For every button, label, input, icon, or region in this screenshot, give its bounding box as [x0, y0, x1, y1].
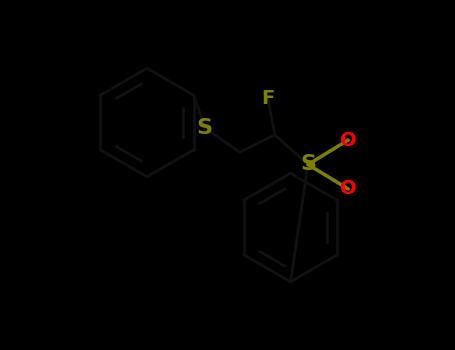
Text: O: O [340, 180, 357, 198]
Text: O: O [340, 131, 357, 149]
Text: S: S [300, 154, 316, 175]
Text: F: F [261, 89, 274, 107]
Text: S: S [197, 118, 213, 138]
